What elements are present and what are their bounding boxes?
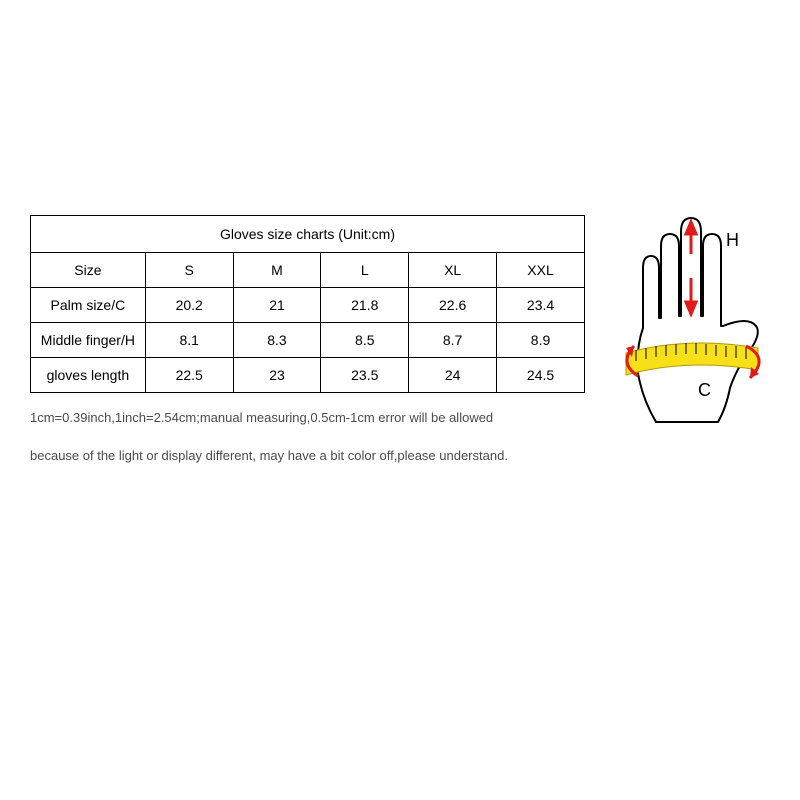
cell: 24.5 bbox=[497, 358, 585, 393]
cell: 8.5 bbox=[321, 323, 409, 358]
table-row: Palm size/C 20.2 21 21.8 22.6 23.4 bbox=[31, 288, 585, 323]
cell: 21.8 bbox=[321, 288, 409, 323]
cell: 22.5 bbox=[145, 358, 233, 393]
header-label: Size bbox=[31, 253, 146, 288]
page: Gloves size charts (Unit:cm) Size S M L … bbox=[0, 0, 800, 800]
cell: 22.6 bbox=[409, 288, 497, 323]
table-row: Middle finger/H 8.1 8.3 8.5 8.7 8.9 bbox=[31, 323, 585, 358]
c-label: C bbox=[698, 380, 711, 400]
note-line-2: because of the light or display differen… bbox=[30, 447, 770, 465]
cell: 20.2 bbox=[145, 288, 233, 323]
cell: 8.3 bbox=[233, 323, 321, 358]
cell: 24 bbox=[409, 358, 497, 393]
size-col-0: S bbox=[145, 253, 233, 288]
table-header-row: Size S M L XL XXL bbox=[31, 253, 585, 288]
cell: 23.5 bbox=[321, 358, 409, 393]
cell: 8.7 bbox=[409, 323, 497, 358]
row-label: Middle finger/H bbox=[31, 323, 146, 358]
row-label: gloves length bbox=[31, 358, 146, 393]
table-title: Gloves size charts (Unit:cm) bbox=[31, 216, 585, 253]
cell: 8.1 bbox=[145, 323, 233, 358]
h-label: H bbox=[726, 230, 739, 250]
size-col-1: M bbox=[233, 253, 321, 288]
cell: 23.4 bbox=[497, 288, 585, 323]
cell: 8.9 bbox=[497, 323, 585, 358]
cell: 23 bbox=[233, 358, 321, 393]
cell: 21 bbox=[233, 288, 321, 323]
size-col-3: XL bbox=[409, 253, 497, 288]
hand-svg: H bbox=[598, 198, 778, 448]
hand-illustration: H bbox=[598, 198, 778, 448]
size-col-2: L bbox=[321, 253, 409, 288]
size-col-4: XXL bbox=[497, 253, 585, 288]
table-title-row: Gloves size charts (Unit:cm) bbox=[31, 216, 585, 253]
row-label: Palm size/C bbox=[31, 288, 146, 323]
table-row: gloves length 22.5 23 23.5 24 24.5 bbox=[31, 358, 585, 393]
size-chart-table: Gloves size charts (Unit:cm) Size S M L … bbox=[30, 215, 585, 393]
